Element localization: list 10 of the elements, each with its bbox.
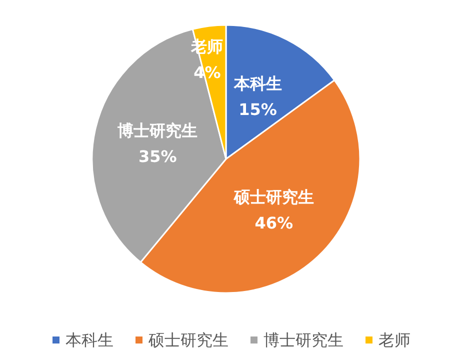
data-label: 15% <box>238 100 277 120</box>
slice-label: 硕士研究生 <box>232 188 314 207</box>
data-label: 35% <box>138 147 177 166</box>
legend-label: 老师 <box>378 330 410 350</box>
slice-label: 博士研究生 <box>116 121 198 140</box>
slice-label: 本科生 <box>232 74 282 94</box>
legend-label: 硕士研究生 <box>148 330 228 350</box>
data-label: 46% <box>254 214 294 233</box>
legend-label: 博士研究生 <box>264 330 344 350</box>
legend-label: 本科生 <box>66 330 114 350</box>
